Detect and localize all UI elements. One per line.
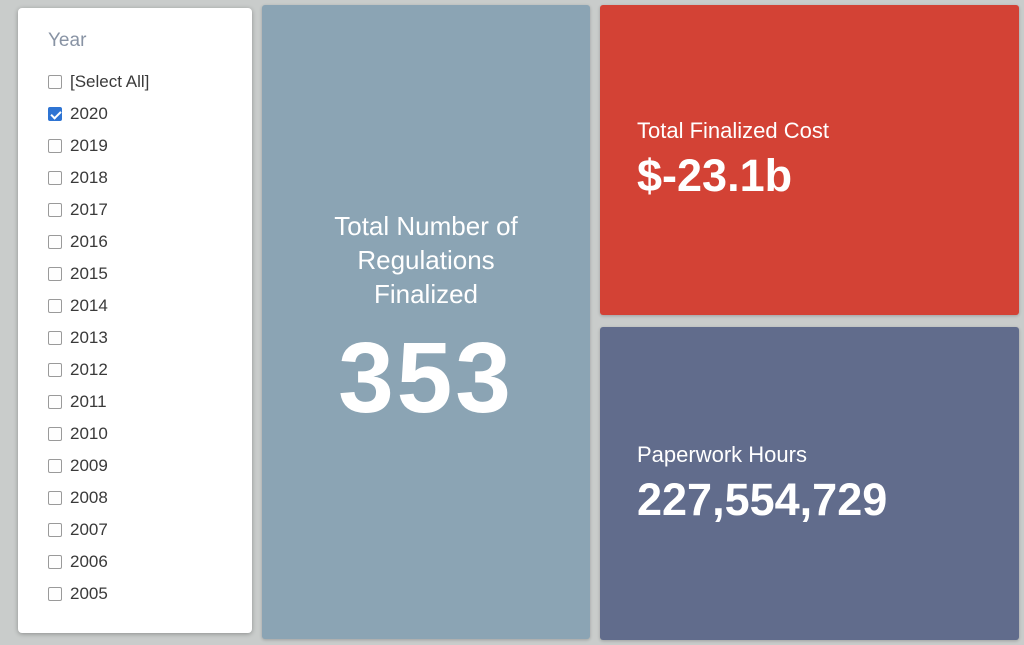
year-filter-title: Year: [48, 30, 87, 51]
year-option-label: 2008: [70, 488, 108, 507]
year-option-label: 2012: [70, 360, 108, 379]
year-checkbox[interactable]: [48, 523, 62, 537]
year-filter-panel: Year [Select All] 2020 2019: [18, 8, 252, 633]
year-filter-option[interactable]: 2016: [48, 226, 252, 258]
regulations-card-title: Total Number of Regulations Finalized: [334, 210, 518, 309]
finalized-cost-title: Total Finalized Cost: [637, 118, 829, 143]
year-filter-option[interactable]: 2019: [48, 130, 252, 162]
year-option-label: 2007: [70, 520, 108, 539]
year-filter-option[interactable]: 2020: [48, 98, 252, 130]
year-filter-option[interactable]: 2006: [48, 546, 252, 578]
year-checkbox[interactable]: [48, 587, 62, 601]
finalized-cost-card: Total Finalized Cost $-23.1b: [600, 5, 1019, 315]
year-checkbox[interactable]: [48, 555, 62, 569]
year-option-label: 2014: [70, 296, 108, 315]
year-option-label: 2011: [70, 392, 107, 411]
year-filter-option[interactable]: 2008: [48, 482, 252, 514]
year-filter-option[interactable]: 2013: [48, 322, 252, 354]
paperwork-hours-card: Paperwork Hours 227,554,729: [600, 327, 1019, 640]
regulations-card-content: Total Number of Regulations Finalized 35…: [309, 209, 544, 436]
year-checkbox[interactable]: [48, 267, 62, 281]
year-filter-option[interactable]: 2017: [48, 194, 252, 226]
year-option-label: 2005: [70, 584, 108, 603]
year-checkbox[interactable]: [48, 107, 62, 121]
regulations-finalized-card: Total Number of Regulations Finalized 35…: [262, 5, 590, 639]
year-option-label: 2018: [70, 168, 108, 187]
year-checkbox[interactable]: [48, 331, 62, 345]
year-option-label: 2009: [70, 456, 108, 475]
year-checkbox[interactable]: [48, 235, 62, 249]
paperwork-hours-title: Paperwork Hours: [637, 441, 807, 467]
year-option-label: 2006: [70, 552, 108, 571]
year-option-label: [Select All]: [70, 72, 150, 91]
year-option-label: 2016: [70, 232, 108, 251]
year-checkbox[interactable]: [48, 139, 62, 153]
year-checkbox[interactable]: [48, 363, 62, 377]
year-option-label: 2019: [70, 136, 108, 155]
year-checkbox[interactable]: [48, 299, 62, 313]
year-filter-option[interactable]: 2014: [48, 290, 252, 322]
regulations-card-value: 353: [338, 321, 514, 434]
year-option-label: 2015: [70, 264, 108, 283]
year-checkbox[interactable]: [48, 75, 62, 89]
year-filter-option[interactable]: 2018: [48, 162, 252, 194]
year-filter-option[interactable]: 2005: [48, 578, 252, 610]
year-checkbox[interactable]: [48, 203, 62, 217]
year-option-label: 2017: [70, 200, 108, 219]
year-filter-option[interactable]: 2011: [48, 386, 252, 418]
year-filter-option[interactable]: [Select All]: [48, 66, 252, 98]
year-checkbox[interactable]: [48, 171, 62, 185]
year-option-label: 2020: [70, 104, 108, 123]
year-filter-option[interactable]: 2010: [48, 418, 252, 450]
year-option-label: 2010: [70, 424, 108, 443]
year-filter-option[interactable]: 2015: [48, 258, 252, 290]
year-filter-list: [Select All] 2020 2019 2018: [48, 66, 252, 610]
year-option-label: 2013: [70, 328, 108, 347]
year-filter-option[interactable]: 2009: [48, 450, 252, 482]
paperwork-hours-value: 227,554,729: [637, 473, 888, 525]
year-checkbox[interactable]: [48, 395, 62, 409]
finalized-cost-value: $-23.1b: [637, 150, 793, 201]
year-checkbox[interactable]: [48, 427, 62, 441]
year-checkbox[interactable]: [48, 459, 62, 473]
year-filter-option[interactable]: 2012: [48, 354, 252, 386]
year-checkbox[interactable]: [48, 491, 62, 505]
year-filter-option[interactable]: 2007: [48, 514, 252, 546]
